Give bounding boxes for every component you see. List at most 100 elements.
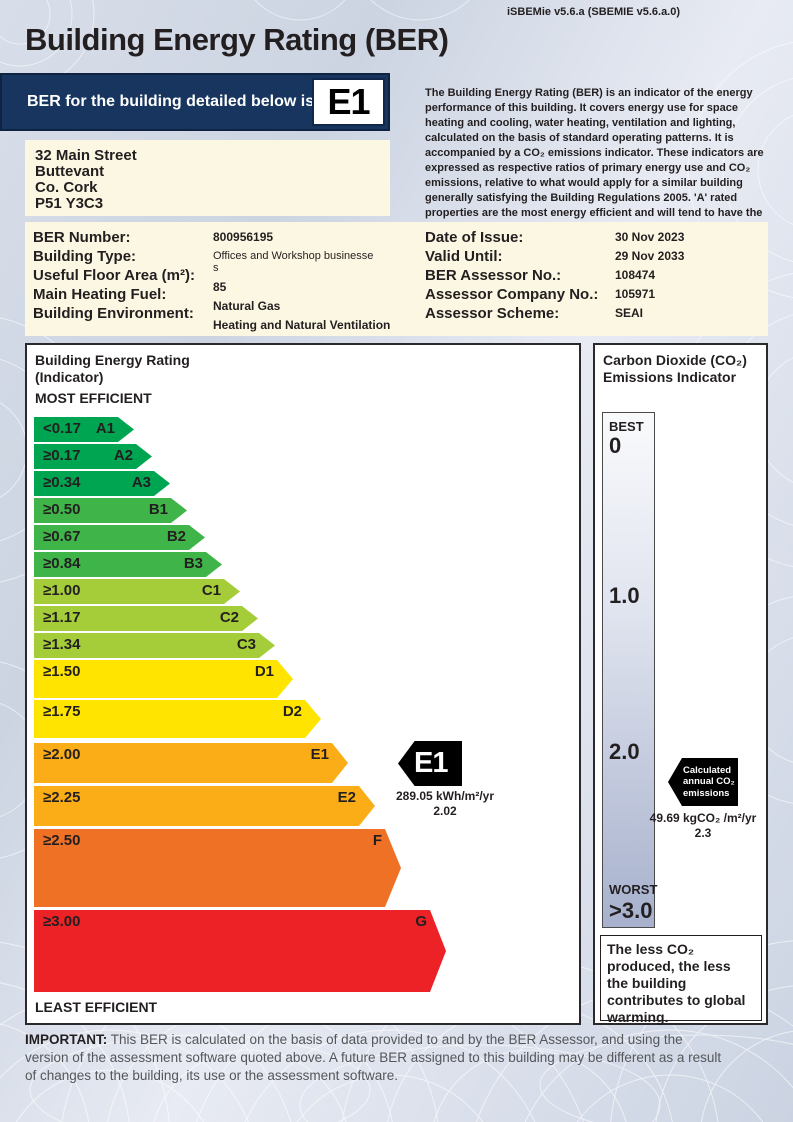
most-efficient-label: MOST EFFICIENT: [35, 390, 152, 406]
detail-label: BER Number:: [33, 229, 131, 246]
co2-value: 49.69 kgCO₂ /m²/yr: [649, 811, 757, 825]
address-line: 32 Main Street: [35, 147, 137, 164]
address-line: Buttevant: [35, 163, 105, 180]
detail-label: Valid Until:: [425, 248, 503, 265]
band-threshold: ≥0.34: [43, 474, 81, 491]
important-label: IMPORTANT:: [25, 1032, 108, 1047]
co2-emission-values: 49.69 kgCO₂ /m²/yr 2.3: [639, 811, 767, 841]
rating-band: <0.17 A1: [34, 417, 134, 442]
band-grade: D1: [254, 663, 274, 680]
band-grade: A1: [95, 420, 115, 437]
band-grade: C3: [236, 636, 256, 653]
co2-emissions-pointer: Calculated annual CO₂ emissions: [668, 758, 738, 806]
ber-indicator-panel: Building Energy Rating (Indicator) MOST …: [25, 343, 581, 1025]
detail-label: BER Assessor No.:: [425, 267, 562, 284]
ber-description: The Building Energy Rating (BER) is an i…: [425, 87, 764, 234]
band-threshold: ≥1.50: [43, 663, 81, 680]
detail-value: 30 Nov 2023: [615, 230, 685, 244]
rating-band: ≥1.50 D1: [34, 660, 293, 698]
detail-value: 29 Nov 2033: [615, 249, 685, 263]
band-grade: B3: [183, 555, 203, 572]
band-grade: B2: [166, 528, 186, 545]
band-grade: A2: [113, 447, 133, 464]
band-grade: C1: [201, 582, 221, 599]
rating-band: ≥1.75 D2: [34, 700, 321, 738]
rating-band: ≥2.00 E1: [34, 743, 348, 783]
detail-value: Offices and Workshop businesse s: [213, 250, 374, 274]
detail-value: 800956195: [213, 230, 274, 244]
detail-label: Useful Floor Area (m²):: [33, 267, 195, 284]
band-threshold: ≥0.67: [43, 528, 81, 545]
details-values: 800956195 Offices and Workshop businesse…: [213, 228, 390, 332]
rating-band: ≥2.25 E2: [34, 786, 375, 826]
building-address: 32 Main Street Buttevant Co. Cork P51 Y3…: [25, 140, 390, 216]
band-threshold: ≥1.00: [43, 582, 81, 599]
address-line: Co. Cork: [35, 179, 98, 196]
band-threshold: ≥0.50: [43, 501, 81, 518]
rating-box: E1: [312, 78, 385, 126]
band-grade: E2: [337, 789, 356, 806]
banner-label: BER for the building detailed below is:: [27, 93, 320, 110]
rating-band: ≥1.34 C3: [34, 633, 275, 658]
least-efficient-label: LEAST EFFICIENT: [35, 999, 158, 1015]
details-labels: Date of Issue: Valid Until: BER Assessor…: [425, 228, 615, 330]
certificate-details: BER Number: Building Type: Useful Floor …: [25, 222, 768, 336]
band-grade: D2: [282, 703, 302, 720]
rating-band: ≥0.34 A3: [34, 471, 170, 496]
detail-value: SEAI: [615, 306, 644, 320]
co2-worst-label: WORST: [609, 882, 658, 897]
rating-band: ≥3.00 G: [34, 910, 446, 992]
co2-tick-2: 2.0: [609, 739, 640, 764]
detail-label: Assessor Scheme:: [425, 305, 560, 322]
co2-best-label: BEST: [609, 419, 644, 434]
detail-value: 85: [213, 280, 227, 294]
detail-value: Natural Gas: [213, 299, 281, 313]
detail-label: Date of Issue:: [425, 229, 524, 246]
software-version: iSBEMie v5.6.a (SBEMIE v5.6.a.0): [507, 6, 681, 18]
co2-title: Carbon Dioxide (CO₂) Emissions Indicator: [603, 352, 747, 385]
details-right-column: Date of Issue: Valid Until: BER Assessor…: [425, 228, 684, 330]
detail-value: Heating and Natural Ventilation: [213, 318, 391, 332]
band-threshold: ≥0.17: [43, 447, 81, 464]
band-grade: E1: [310, 746, 329, 763]
rating-band: ≥0.17 A2: [34, 444, 152, 469]
detail-value: 108474: [615, 268, 656, 282]
detail-label: Assessor Company No.:: [425, 286, 599, 303]
band-threshold: ≥2.00: [43, 746, 81, 763]
important-disclaimer: IMPORTANT: This BER is calculated on the…: [25, 1032, 722, 1083]
band-threshold: ≥3.00: [43, 913, 81, 930]
current-rating-label: E1: [414, 747, 448, 779]
band-threshold: ≥1.17: [43, 609, 81, 626]
rating-value: E1: [327, 81, 370, 122]
rating-band: ≥1.17 C2: [34, 606, 258, 631]
rating-band: ≥2.50 F: [34, 829, 401, 907]
rating-band: ≥0.84 B3: [34, 552, 222, 577]
band-threshold: ≥1.34: [43, 636, 81, 653]
co2-scale-bar: BEST 0 1.0 2.0 WORST >3.0: [602, 412, 658, 928]
chart-title: Building Energy Rating (Indicator): [35, 352, 190, 385]
band-grade: B1: [148, 501, 168, 518]
band-grade: F: [372, 832, 382, 849]
band-threshold: ≥2.25: [43, 789, 81, 806]
co2-indicator-panel: Carbon Dioxide (CO₂) Emissions Indicator…: [593, 343, 768, 1025]
address-line: P51 Y3C3: [35, 195, 104, 212]
details-left-column: BER Number: Building Type: Useful Floor …: [33, 228, 425, 332]
rating-band: ≥1.00 C1: [34, 579, 240, 604]
band-grade: C2: [219, 609, 239, 626]
rating-banner: BER for the building detailed below is: …: [0, 73, 390, 131]
page-title: Building Energy Rating (BER): [25, 22, 449, 57]
band-grade: G: [415, 913, 427, 930]
co2-tick-1: 1.0: [609, 583, 640, 608]
detail-label: Main Heating Fuel:: [33, 286, 167, 303]
co2-note: The less CO₂ produced, the less the buil…: [600, 935, 762, 1025]
band-threshold: ≥0.84: [43, 555, 81, 572]
co2-best-value: 0: [609, 433, 622, 458]
rating-band: ≥0.50 B1: [34, 498, 187, 523]
co2-worst-value: >3.0: [609, 898, 653, 923]
energy-value: 289.05 kWh/m²/yr: [395, 789, 495, 803]
co2-ratio: 2.3: [694, 826, 712, 840]
band-threshold: <0.17: [43, 420, 81, 437]
rating-scale: <0.17 A1 ≥0.17 A2 ≥0.34 A3 ≥0.50 B1: [34, 417, 446, 992]
band-threshold: ≥1.75: [43, 703, 81, 720]
